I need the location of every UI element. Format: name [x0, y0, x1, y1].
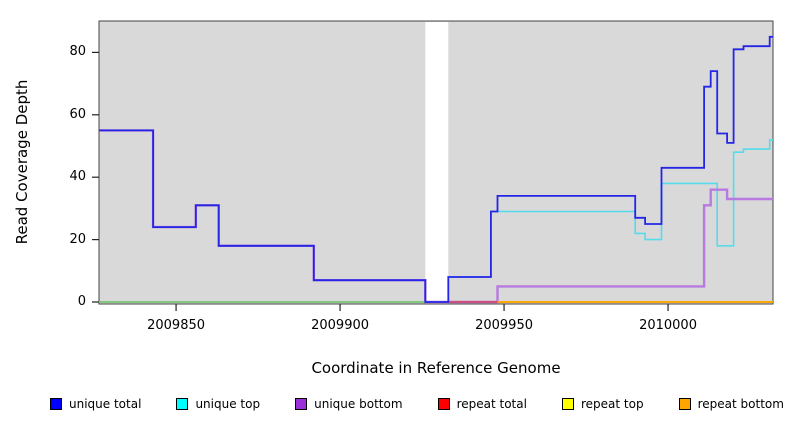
- legend: unique total unique top unique bottom repea…: [50, 397, 784, 411]
- legend-label: unique bottom: [314, 397, 403, 411]
- legend-swatch-icon: [50, 398, 62, 410]
- coverage-gap-band: [425, 22, 449, 304]
- x-tick-label: 2009950: [475, 318, 533, 333]
- y-tick-label: 60: [69, 106, 86, 122]
- plot-border: [98, 20, 774, 305]
- y-tick-label: 80: [69, 44, 86, 60]
- legend-label: unique total: [69, 397, 142, 411]
- legend-item-repeat-bottom: repeat bottom: [678, 397, 784, 411]
- plot-svg: [92, 20, 774, 311]
- series-unique-total-line: [99, 35, 773, 303]
- x-tick-label: 2009900: [311, 318, 370, 333]
- legend-swatch-icon: [176, 398, 189, 410]
- legend-label: repeat bottom: [697, 397, 784, 411]
- legend-item-unique-total: unique total: [50, 397, 141, 411]
- legend-item-repeat-top: repeat top: [561, 397, 644, 411]
- legend-item-unique-top: unique top: [176, 397, 260, 411]
- x-tick-label: 2009850: [147, 318, 206, 333]
- legend-swatch-icon: [561, 398, 574, 410]
- legend-label: repeat total: [456, 397, 527, 411]
- y-tick-label: 20: [69, 231, 86, 247]
- legend-swatch-icon: [295, 398, 308, 410]
- legend-swatch-icon: [678, 398, 691, 410]
- y-axis-title: Read Coverage Depth: [13, 79, 31, 245]
- x-tick-label: 2010000: [639, 318, 697, 333]
- y-tick-label: 40: [69, 169, 86, 185]
- legend-label: unique top: [195, 397, 261, 411]
- legend-label: repeat top: [580, 397, 644, 411]
- y-tick-label: 0: [77, 294, 86, 309]
- legend-item-repeat-total: repeat total: [437, 397, 527, 411]
- legend-item-unique-bottom: unique bottom: [295, 397, 403, 411]
- legend-swatch-icon: [437, 398, 450, 410]
- x-axis-title: Coordinate in Reference Genome: [311, 359, 561, 377]
